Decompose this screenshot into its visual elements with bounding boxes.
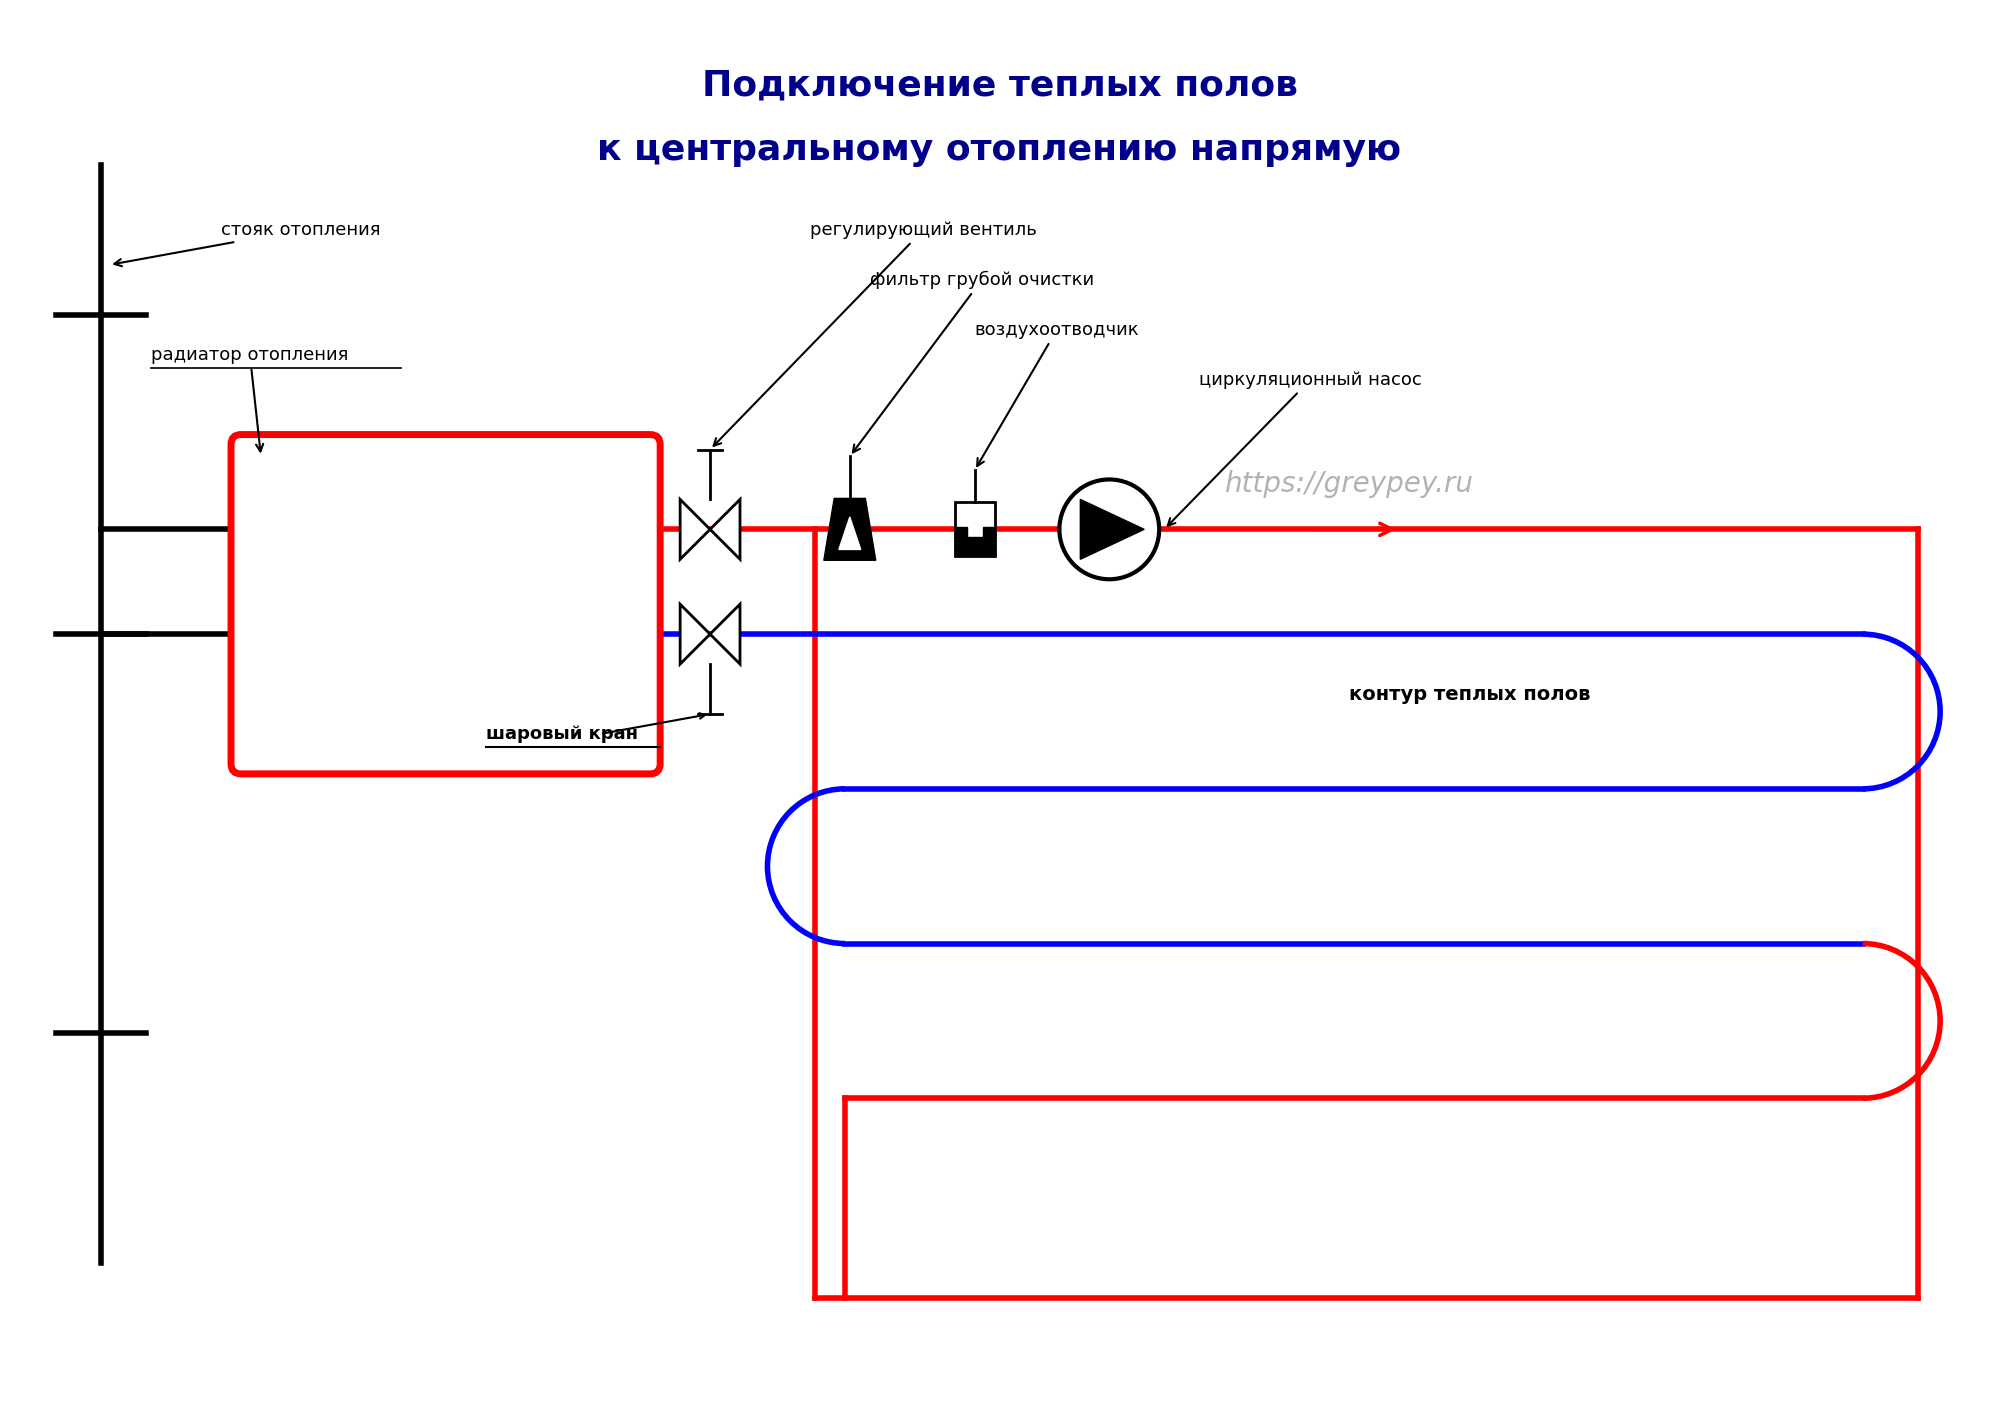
Polygon shape	[839, 518, 861, 550]
Polygon shape	[679, 499, 709, 560]
Text: Подключение теплых полов: Подключение теплых полов	[701, 68, 1297, 102]
Text: стояк отопления: стояк отопления	[114, 221, 380, 266]
Text: шаровый кран: шаровый кран	[486, 725, 637, 742]
Text: радиатор отопления: радиатор отопления	[152, 345, 348, 451]
Polygon shape	[955, 526, 995, 556]
Polygon shape	[679, 604, 709, 665]
Text: регулирующий вентиль: регулирующий вентиль	[713, 221, 1037, 445]
Polygon shape	[709, 604, 739, 665]
Text: циркуляционный насос: циркуляционный насос	[1167, 370, 1421, 526]
Text: фильтр грубой очистки: фильтр грубой очистки	[853, 270, 1093, 452]
Polygon shape	[1079, 499, 1143, 560]
Text: к центральному отоплению напрямую: к центральному отоплению напрямую	[597, 133, 1401, 167]
Text: контур теплых полов: контур теплых полов	[1349, 684, 1590, 704]
Text: https://greypey.ru: https://greypey.ru	[1223, 471, 1473, 499]
Polygon shape	[709, 499, 739, 560]
FancyBboxPatch shape	[955, 502, 995, 556]
Polygon shape	[823, 498, 875, 560]
Text: воздухоотводчик: воздухоотводчик	[975, 321, 1139, 467]
Circle shape	[1059, 479, 1159, 580]
FancyBboxPatch shape	[232, 434, 659, 773]
